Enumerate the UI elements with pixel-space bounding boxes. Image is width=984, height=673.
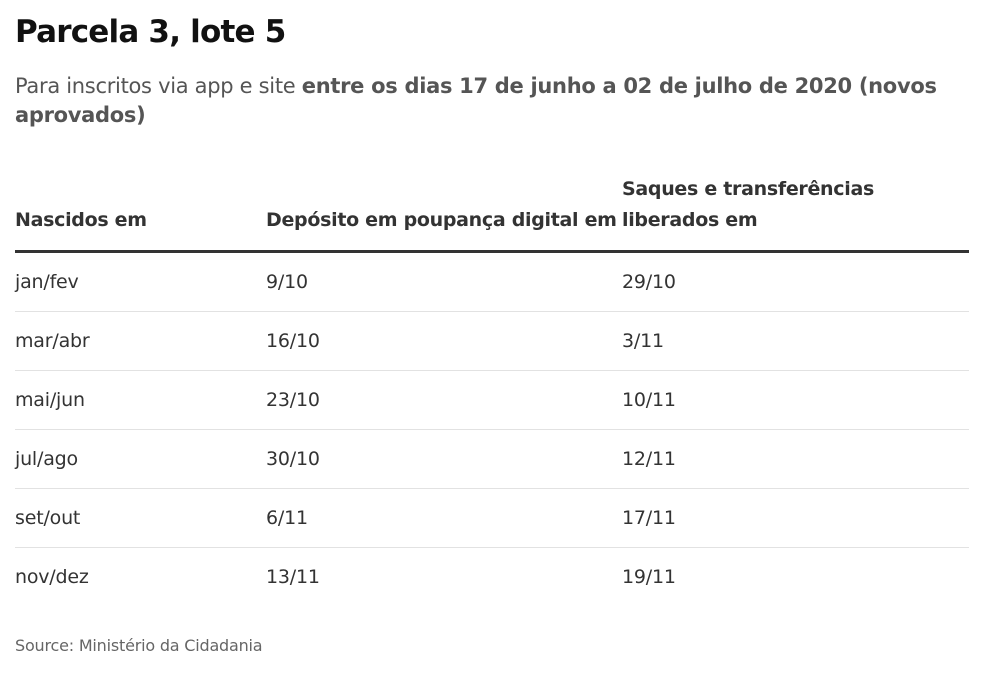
table-row: mai/jun 23/10 10/11 <box>15 370 969 430</box>
table-header: Nascidos em Depósito em poupança digital… <box>15 168 969 253</box>
cell-deposit-date: 23/10 <box>266 370 622 430</box>
cell-born-in: set/out <box>15 488 266 548</box>
cell-born-in: jan/fev <box>15 251 266 312</box>
cell-deposit-date: 9/10 <box>266 251 622 312</box>
cell-deposit-date: 6/11 <box>266 488 622 548</box>
cell-born-in: jul/ago <box>15 429 266 489</box>
source-note: Source: Ministério da Cidadania <box>15 636 263 655</box>
cell-withdrawal-date: 19/11 <box>622 566 676 588</box>
cell-withdrawal-date: 10/11 <box>622 370 969 430</box>
subtitle-emphasis: entre os dias 17 de junho a 02 de julho … <box>15 74 937 127</box>
header-deposit-date: Depósito em poupança digital em <box>266 168 622 253</box>
header-withdrawal-date: Saques e transferências liberados em <box>622 168 969 253</box>
table-body: jan/fev 9/10 29/10 mar/abr 16/10 3/11 ma… <box>15 251 969 607</box>
table-row: mar/abr 16/10 3/11 <box>15 311 969 371</box>
cell-deposit-date: 30/10 <box>266 429 622 489</box>
subtitle-text: Para inscritos via app e site <box>15 74 302 98</box>
table-row: nov/dez 13/11 19/11 <box>15 548 969 607</box>
cell-deposit-date: 16/10 <box>266 311 622 371</box>
schedule-table: Nascidos em Depósito em poupança digital… <box>15 168 969 606</box>
cell-withdrawal-date: 12/11 <box>622 429 969 489</box>
subtitle: Para inscritos via app e site entre os d… <box>15 72 965 130</box>
cell-born-in: mar/abr <box>15 311 266 371</box>
table-row: jan/fev 9/10 29/10 <box>15 251 969 312</box>
cell-withdrawal-date: 3/11 <box>622 311 969 371</box>
cell-deposit-date: 13/11 <box>266 566 320 588</box>
cell-withdrawal-date: 29/10 <box>622 251 969 312</box>
table-row: set/out 6/11 17/11 <box>15 488 969 548</box>
cell-withdrawal-date: 17/11 <box>622 488 969 548</box>
cell-born-in: nov/dez <box>15 566 89 588</box>
header-row: Nascidos em Depósito em poupança digital… <box>15 168 969 253</box>
header-born-in: Nascidos em <box>15 168 266 253</box>
page-title: Parcela 3, lote 5 <box>15 14 286 50</box>
table-row: jul/ago 30/10 12/11 <box>15 429 969 489</box>
cell-born-in: mai/jun <box>15 370 266 430</box>
